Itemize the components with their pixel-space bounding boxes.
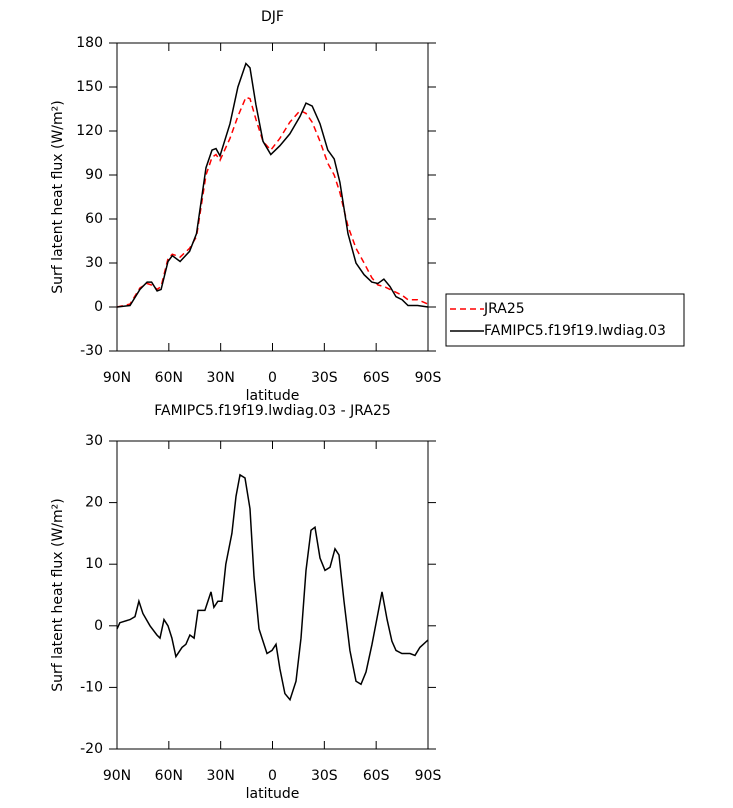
- x-tick-label: 90N: [103, 768, 131, 784]
- chart-title: DJF: [261, 9, 284, 25]
- y-tick-label: 0: [94, 299, 103, 315]
- x-tick-label: 60S: [363, 768, 390, 784]
- y-tick-label: 30: [85, 433, 103, 449]
- y-tick-label: -10: [80, 679, 103, 695]
- x-tick-label: 30N: [207, 768, 235, 784]
- x-tick-label: 30S: [311, 768, 338, 784]
- y-axis-label: Surf latent heat flux (W/m²): [50, 498, 66, 691]
- x-tick-label: 30N: [207, 370, 235, 386]
- y-axis-label: Surf latent heat flux (W/m²): [50, 100, 66, 293]
- x-tick-label: 60N: [155, 370, 183, 386]
- x-axis-label: latitude: [246, 786, 300, 802]
- y-tick-label: -30: [80, 343, 103, 359]
- x-tick-label: 60N: [155, 768, 183, 784]
- legend-box: [445, 293, 685, 347]
- data-line: [116, 96, 429, 308]
- data-line: [116, 62, 429, 308]
- y-tick-label: 60: [85, 211, 103, 227]
- plot-frame: [116, 440, 429, 750]
- x-tick-label: 60S: [363, 370, 390, 386]
- x-axis-label: latitude: [246, 388, 300, 404]
- x-tick-label: 30S: [311, 370, 338, 386]
- legend-label: JRA25: [483, 301, 525, 317]
- x-tick-label: 90N: [103, 370, 131, 386]
- y-tick-label: 90: [85, 167, 103, 183]
- y-tick-label: 150: [76, 79, 103, 95]
- x-tick-label: 0: [268, 768, 277, 784]
- y-tick-label: 0: [94, 618, 103, 634]
- y-tick-label: 120: [76, 123, 103, 139]
- x-tick-label: 90S: [415, 370, 442, 386]
- chart-title: FAMIPC5.f19f19.lwdiag.03 - JRA25: [154, 403, 391, 419]
- plot-frame: [116, 42, 429, 352]
- data-line: [116, 473, 429, 702]
- y-tick-label: 30: [85, 255, 103, 271]
- y-tick-label: -20: [80, 741, 103, 757]
- y-tick-label: 10: [85, 556, 103, 572]
- x-tick-label: 90S: [415, 768, 442, 784]
- y-tick-label: 180: [76, 35, 103, 51]
- x-tick-label: 0: [268, 370, 277, 386]
- y-tick-label: 20: [85, 495, 103, 511]
- legend-label: FAMIPC5.f19f19.lwdiag.03: [484, 323, 666, 339]
